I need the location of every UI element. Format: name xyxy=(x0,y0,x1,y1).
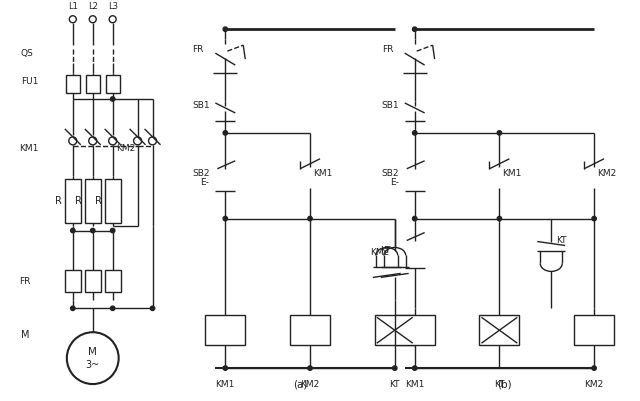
Text: FU1: FU1 xyxy=(21,77,38,85)
Text: E-: E- xyxy=(390,178,399,187)
Text: KT: KT xyxy=(380,246,390,255)
Circle shape xyxy=(592,366,596,370)
Text: FR: FR xyxy=(193,45,204,54)
Text: KM1: KM1 xyxy=(216,380,235,389)
Bar xyxy=(65,270,81,292)
Text: L3: L3 xyxy=(108,2,118,11)
Circle shape xyxy=(223,217,227,221)
Text: FR: FR xyxy=(19,277,30,286)
Circle shape xyxy=(111,97,115,101)
Text: KM1: KM1 xyxy=(313,169,332,178)
Text: KM2: KM2 xyxy=(116,144,135,153)
Text: KM2: KM2 xyxy=(300,380,319,389)
Circle shape xyxy=(70,228,75,233)
Text: KT: KT xyxy=(390,380,400,389)
Text: (b): (b) xyxy=(497,379,512,389)
Bar xyxy=(105,270,121,292)
Circle shape xyxy=(497,217,502,221)
Text: KM1: KM1 xyxy=(19,144,38,153)
Text: KM1: KM1 xyxy=(405,380,424,389)
Text: 3~: 3~ xyxy=(86,360,100,370)
Circle shape xyxy=(392,366,397,370)
Bar xyxy=(375,315,415,345)
Circle shape xyxy=(70,306,75,310)
Text: SB2: SB2 xyxy=(193,169,210,178)
Circle shape xyxy=(413,217,417,221)
Circle shape xyxy=(111,228,115,233)
Text: KM2: KM2 xyxy=(597,169,616,178)
Bar xyxy=(84,270,100,292)
Text: E-: E- xyxy=(200,178,209,187)
Bar xyxy=(574,315,614,345)
Bar xyxy=(205,315,245,345)
Text: KM2: KM2 xyxy=(370,248,389,257)
Circle shape xyxy=(308,366,312,370)
Text: FR: FR xyxy=(382,45,393,54)
Circle shape xyxy=(111,306,115,310)
Text: KM1: KM1 xyxy=(502,169,522,178)
Circle shape xyxy=(413,27,417,31)
Circle shape xyxy=(413,131,417,135)
Text: L1: L1 xyxy=(68,2,77,11)
Text: R: R xyxy=(75,196,82,206)
Text: (a): (a) xyxy=(293,379,307,389)
Bar xyxy=(290,315,330,345)
Bar xyxy=(84,179,100,223)
Bar xyxy=(106,75,120,93)
Circle shape xyxy=(308,217,312,221)
Circle shape xyxy=(413,366,417,370)
Text: R: R xyxy=(55,196,61,206)
Circle shape xyxy=(223,27,227,31)
Text: R: R xyxy=(95,196,102,206)
Circle shape xyxy=(90,228,95,233)
Circle shape xyxy=(150,306,155,310)
Circle shape xyxy=(223,131,227,135)
Text: M: M xyxy=(88,347,97,357)
Text: L2: L2 xyxy=(88,2,98,11)
Text: M: M xyxy=(21,330,29,340)
Text: KT: KT xyxy=(494,380,505,389)
Circle shape xyxy=(497,131,502,135)
Bar xyxy=(479,315,519,345)
Bar xyxy=(66,75,80,93)
Text: SB1: SB1 xyxy=(382,101,399,110)
Text: SB1: SB1 xyxy=(193,101,210,110)
Circle shape xyxy=(223,366,227,370)
Bar xyxy=(395,315,435,345)
Bar xyxy=(105,179,121,223)
Circle shape xyxy=(592,217,596,221)
Text: KM2: KM2 xyxy=(584,380,604,389)
Text: KT: KT xyxy=(556,236,567,245)
Text: SB2: SB2 xyxy=(382,169,399,178)
Bar xyxy=(65,179,81,223)
Text: QS: QS xyxy=(21,49,34,58)
Bar xyxy=(86,75,100,93)
